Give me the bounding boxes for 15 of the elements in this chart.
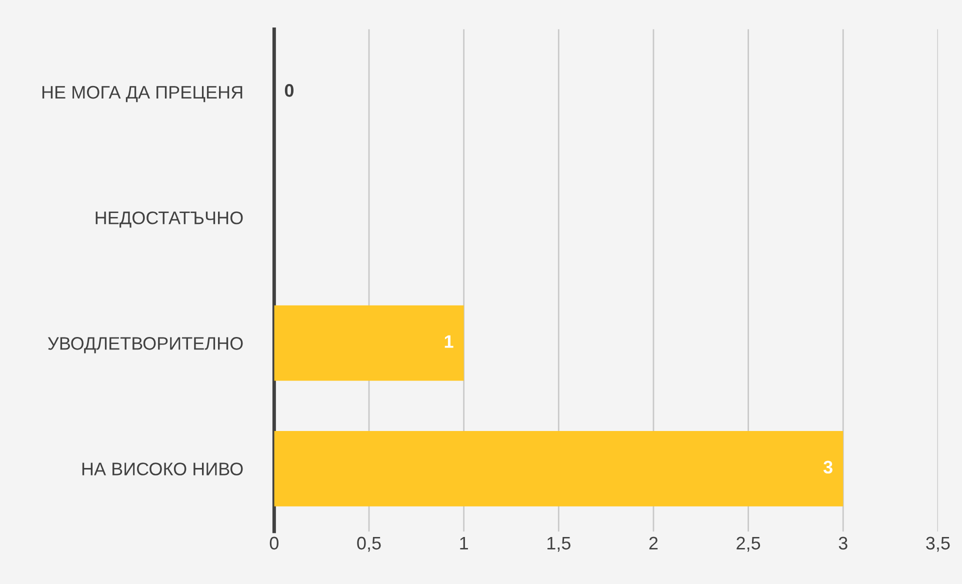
data-label: 1	[444, 335, 454, 348]
x-tick-label: 2,5	[736, 536, 760, 552]
x-tick-label: 0	[270, 536, 278, 550]
x-tick-label: 2	[649, 536, 658, 550]
x-tick-label: 0,5	[357, 536, 381, 552]
y-tick-label: НЕДОСТАТЪЧНО	[96, 211, 243, 228]
data-label: 3	[823, 460, 832, 474]
y-tick-label: НА ВИСОКО НИВО	[82, 462, 243, 476]
x-tick-label: 3,5	[926, 536, 950, 552]
y-tick-label: НЕ МОГА ДА ПРЕЦЕНЯ	[42, 86, 242, 102]
data-label: 0	[284, 84, 294, 97]
x-tick-label: 3	[838, 536, 848, 550]
x-tick-label: 1,5	[547, 536, 570, 552]
y-tick-label: УВОДЛЕТВОРИТЕЛНО	[48, 337, 243, 354]
x-tick-label: 1	[460, 536, 468, 550]
